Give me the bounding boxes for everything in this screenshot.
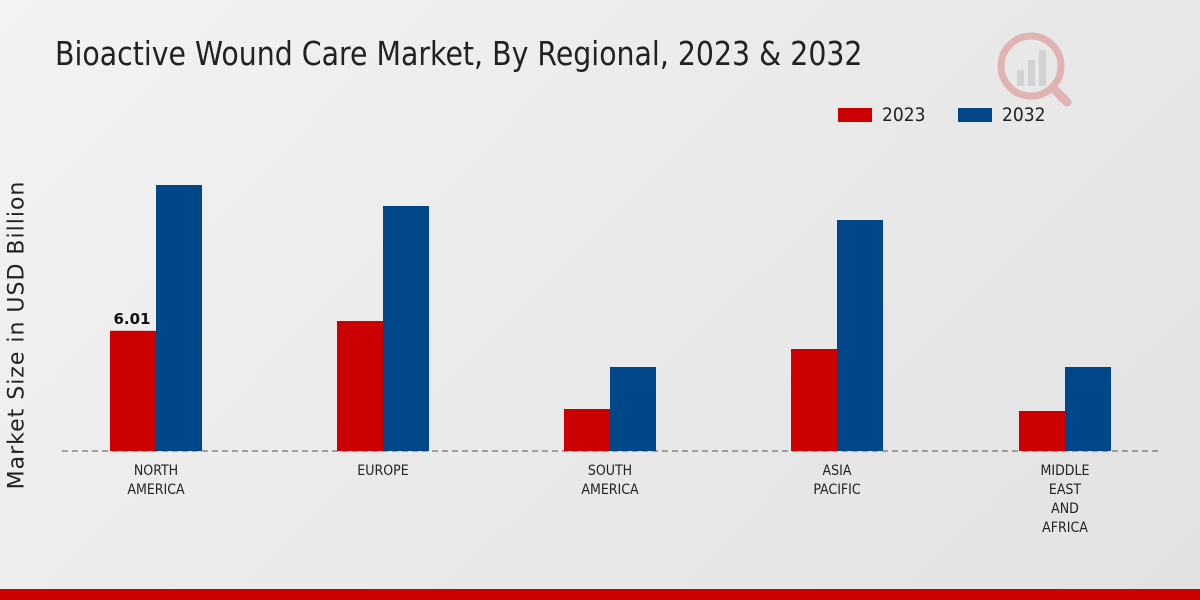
bar-2023-middle-east-and-africa [1019, 411, 1065, 451]
x-tick-label-south-america: SOUTH AMERICA [581, 463, 639, 498]
legend-swatch-2023 [838, 108, 872, 122]
data-label-6.01: 6.01 [113, 310, 150, 328]
bar-2032-north-america [156, 185, 202, 451]
legend-label-2032: 2032 [1002, 104, 1046, 126]
x-tick-label-middle-east-and-africa: MIDDLE EAST AND AFRICA [1041, 463, 1090, 536]
bar-2032-south-america [610, 367, 656, 451]
x-tick-label-asia-pacific: ASIA PACIFIC [813, 463, 861, 498]
bar-2032-europe [383, 206, 429, 451]
bar-2032-asia-pacific [837, 220, 883, 451]
bar-2032-middle-east-and-africa [1065, 367, 1111, 451]
bar-2023-south-america [564, 409, 610, 451]
bottom-accent-bar [0, 589, 1200, 600]
chart-title: Bioactive Wound Care Market, By Regional… [55, 34, 863, 73]
legend-item-2023: 2023 [838, 104, 930, 126]
x-tick-label-north-america: NORTH AMERICA [127, 463, 185, 498]
bar-2023-asia-pacific [791, 349, 837, 451]
x-tick-label-europe: EUROPE [357, 463, 408, 479]
legend-swatch-2032 [958, 108, 992, 122]
legend-item-2032: 2032 [958, 104, 1050, 126]
bar-2023-north-america [110, 330, 156, 451]
legend-label-2023: 2023 [882, 104, 926, 126]
watermark-logo-icon [997, 32, 1072, 107]
bar-2023-europe [337, 321, 383, 451]
